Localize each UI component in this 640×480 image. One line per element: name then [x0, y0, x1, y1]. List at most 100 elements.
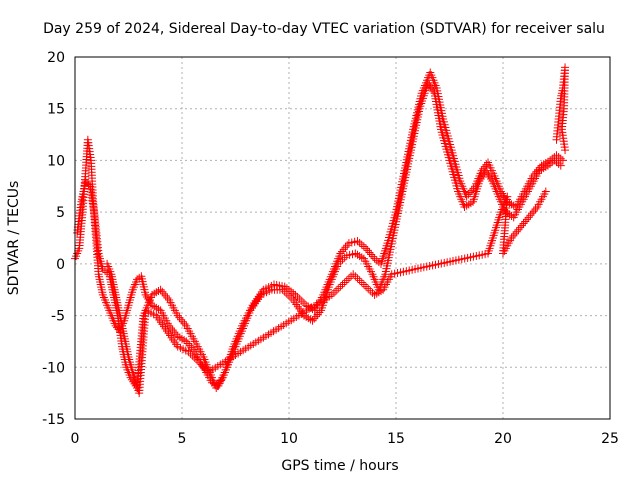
data-point: [353, 250, 362, 259]
data-point: [313, 310, 322, 319]
data-point: [514, 225, 523, 234]
y-tick-label: -5: [51, 309, 65, 325]
data-point: [340, 253, 349, 262]
data-point: [362, 244, 371, 253]
data-point: [293, 292, 302, 301]
data-point: [467, 186, 476, 195]
data-point: [311, 312, 320, 321]
data-point: [200, 364, 209, 373]
data-point: [100, 266, 109, 275]
x-tick-label: 0: [71, 431, 80, 447]
y-tick-label: 5: [56, 205, 65, 221]
data-point: [341, 243, 350, 252]
data-point: [357, 240, 366, 249]
data-point: [537, 165, 546, 174]
data-point: [214, 379, 223, 388]
y-tick-label: -10: [42, 360, 65, 376]
data-point: [372, 289, 381, 298]
data-point: [190, 353, 199, 362]
data-point: [426, 82, 435, 91]
data-point: [460, 202, 469, 211]
data-point: [308, 316, 317, 325]
data-point: [282, 289, 291, 298]
x-tick-labels: 0 5 10 15 20 25: [71, 431, 619, 447]
data-point: [370, 290, 379, 299]
data-point: [182, 337, 191, 346]
data-point: [427, 85, 436, 94]
data-point: [550, 156, 559, 165]
data-point: [173, 332, 182, 341]
data-point: [535, 166, 544, 175]
data-point: [150, 302, 159, 311]
data-point: [306, 315, 315, 324]
data-point: [349, 270, 358, 279]
y-tick-label: 20: [47, 50, 65, 66]
data-point: [556, 161, 565, 170]
y-tick-labels: -15 -10 -5 0 5 10 15 20: [42, 50, 65, 428]
data-point: [285, 291, 293, 300]
data-point: [529, 207, 538, 216]
data-point: [344, 274, 353, 283]
data-point: [170, 328, 179, 337]
data-point: [554, 152, 563, 161]
data-point: [351, 272, 360, 281]
x-tick-label: 20: [494, 431, 512, 447]
data-points: [71, 63, 570, 398]
data-point: [425, 80, 434, 89]
data-point: [509, 201, 518, 210]
data-point: [485, 172, 494, 181]
data-point: [519, 219, 528, 228]
x-tick-label: 5: [178, 431, 187, 447]
data-point: [368, 288, 377, 297]
data-point: [558, 156, 567, 165]
data-point: [353, 274, 362, 283]
data-point: [177, 315, 186, 324]
data-point: [299, 299, 308, 308]
y-tick-label: 15: [47, 102, 65, 118]
data-point: [196, 360, 205, 369]
series-trace-3: [103, 187, 550, 398]
data-point: [295, 295, 304, 304]
data-point: [424, 78, 433, 87]
series-spike: [552, 63, 570, 155]
data-point: [510, 229, 519, 238]
data-point: [521, 217, 530, 226]
data-point: [372, 256, 381, 265]
data-point: [359, 242, 368, 251]
data-point: [517, 221, 526, 230]
data-point: [161, 291, 170, 300]
data-point: [336, 282, 345, 291]
data-point: [168, 326, 177, 335]
data-point: [528, 209, 537, 218]
series-trace-2: [73, 78, 565, 392]
y-axis-label: SDTVAR / TECUs: [6, 181, 22, 296]
data-point: [154, 287, 163, 296]
series-trace-1: [71, 68, 567, 390]
data-point: [556, 154, 565, 163]
data-point: [327, 290, 336, 299]
data-point: [332, 286, 341, 295]
data-point: [178, 334, 186, 343]
data-point: [370, 254, 379, 263]
data-point: [526, 211, 535, 220]
y-tick-label: 10: [47, 153, 65, 169]
data-point: [178, 317, 187, 326]
plot-frame: [74, 56, 611, 420]
data-point: [539, 164, 548, 173]
data-point: [552, 158, 561, 167]
data-point: [172, 330, 181, 339]
data-point: [185, 341, 194, 350]
data-point: [338, 280, 347, 289]
data-point: [464, 190, 473, 199]
data-point: [84, 180, 93, 189]
data-point: [188, 351, 197, 360]
data-point: [531, 205, 540, 214]
data-point: [329, 288, 338, 297]
data-point: [291, 290, 300, 299]
data-point: [216, 377, 225, 386]
data-point: [355, 252, 364, 261]
data-point: [357, 253, 366, 262]
y-tick-label: -15: [42, 412, 65, 428]
data-point: [152, 303, 161, 312]
data-point: [522, 215, 531, 224]
